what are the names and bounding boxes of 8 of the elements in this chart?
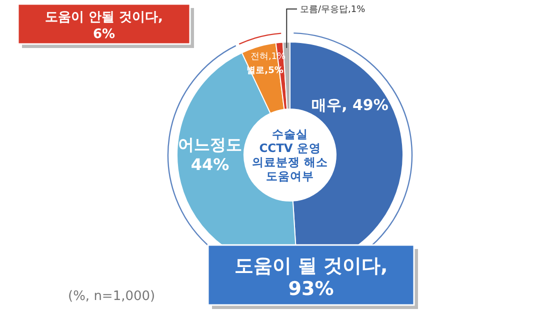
- text: (%, n=1,000): [68, 289, 156, 304]
- slice-label: 매우, 49%: [312, 96, 388, 114]
- text: 수술실 CCTV 운영 의료분쟁 해소 도움여부: [252, 127, 328, 183]
- data-label: 44%: [190, 155, 230, 174]
- text: 도움이 안될 것이다, 6%: [45, 10, 163, 42]
- text: 도움이 될 것이다, 93%: [234, 255, 388, 300]
- slice-label: 모름/무응답,1%: [300, 5, 366, 15]
- slice-label: 어느정도: [178, 135, 242, 154]
